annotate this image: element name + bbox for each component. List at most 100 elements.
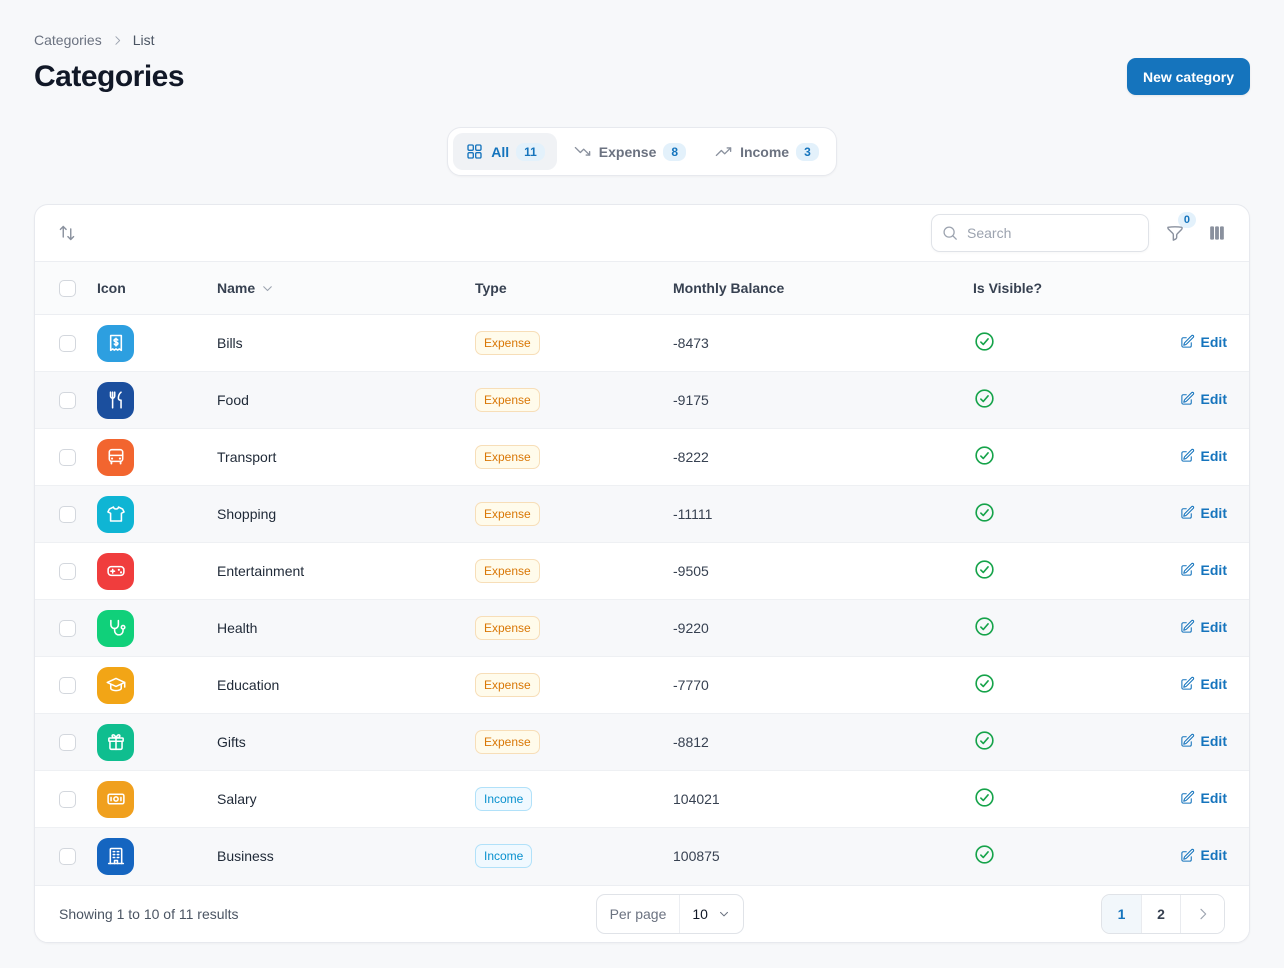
edit-label: Edit xyxy=(1200,732,1227,749)
breadcrumb-categories[interactable]: Categories xyxy=(34,32,102,48)
type-badge: Expense xyxy=(475,673,540,697)
table-row: Food Expense -9175 Edit xyxy=(35,371,1249,429)
tab-income[interactable]: Income 3 xyxy=(702,133,831,170)
table-row: Entertainment Expense -9505 Edit xyxy=(35,542,1249,600)
category-name: Entertainment xyxy=(217,563,305,579)
page-button-1[interactable]: 1 xyxy=(1102,894,1141,933)
tabs-wrap: All 11 Expense 8 Income 3 xyxy=(34,127,1250,176)
tab-expense[interactable]: Expense 8 xyxy=(561,133,698,170)
row-checkbox[interactable] xyxy=(59,848,76,866)
check-circle-icon xyxy=(973,729,996,752)
search-input[interactable] xyxy=(931,214,1149,252)
column-header-type: Type xyxy=(459,261,657,315)
table-header: Icon Name Type Monthly Balance Is Visibl… xyxy=(35,261,1249,315)
pencil-square-icon xyxy=(1180,790,1195,805)
arrows-up-down-icon xyxy=(57,223,77,243)
row-checkbox[interactable] xyxy=(59,676,76,694)
per-page-dropdown[interactable]: 10 xyxy=(679,894,743,933)
table-row: Transport Expense -8222 Edit xyxy=(35,428,1249,486)
edit-button[interactable]: Edit xyxy=(1180,847,1227,863)
edit-label: Edit xyxy=(1200,504,1227,521)
balance-value: 100875 xyxy=(673,848,720,865)
row-checkbox[interactable] xyxy=(59,505,76,523)
edit-button[interactable]: Edit xyxy=(1180,391,1227,407)
check-circle-icon xyxy=(973,672,996,695)
new-category-button[interactable]: New category xyxy=(1126,58,1250,95)
balance-value: -11111 xyxy=(673,506,713,522)
reorder-button[interactable] xyxy=(51,217,83,249)
row-checkbox[interactable] xyxy=(59,448,76,466)
trend-down-icon xyxy=(573,142,592,161)
edit-label: Edit xyxy=(1200,789,1227,806)
edit-label: Edit xyxy=(1200,333,1227,350)
category-name: Shopping xyxy=(217,506,277,522)
pencil-square-icon xyxy=(1180,733,1195,748)
row-checkbox[interactable] xyxy=(59,391,76,409)
edit-button[interactable]: Edit xyxy=(1180,505,1227,521)
edit-button[interactable]: Edit xyxy=(1180,562,1227,578)
check-circle-icon xyxy=(973,615,996,638)
check-circle-icon xyxy=(973,330,996,353)
balance-value: 104021 xyxy=(673,791,720,807)
check-circle-icon xyxy=(973,558,996,581)
row-checkbox[interactable] xyxy=(59,790,76,808)
edit-label: Edit xyxy=(1200,618,1227,635)
check-circle-icon xyxy=(973,786,996,809)
type-badge: Income xyxy=(475,844,533,869)
edit-button[interactable]: Edit xyxy=(1180,334,1227,350)
filter-button[interactable] xyxy=(1159,217,1191,249)
table-row: Bills Expense -8473 Edit xyxy=(35,314,1249,372)
tab-all[interactable]: All 11 xyxy=(453,133,557,170)
edit-label: Edit xyxy=(1200,447,1227,464)
category-name: Salary xyxy=(217,791,257,807)
edit-button[interactable]: Edit xyxy=(1180,790,1227,806)
column-header-icon: Icon xyxy=(81,261,201,315)
toolbar-right: 0 xyxy=(931,212,1233,252)
edit-button[interactable]: Edit xyxy=(1180,676,1227,692)
tshirt-icon xyxy=(97,495,134,533)
edit-label: Edit xyxy=(1200,675,1227,692)
tab-label: Expense xyxy=(598,143,657,160)
edit-button[interactable]: Edit xyxy=(1180,448,1227,464)
chevron-right-icon xyxy=(1195,906,1211,922)
balance-value: -8812 xyxy=(673,734,709,750)
category-name: Business xyxy=(217,848,274,865)
category-name: Health xyxy=(217,620,258,636)
row-checkbox[interactable] xyxy=(59,619,76,637)
row-checkbox[interactable] xyxy=(59,733,76,751)
type-badge: Income xyxy=(475,787,533,811)
pencil-square-icon xyxy=(1180,619,1195,634)
pencil-square-icon xyxy=(1180,448,1195,463)
table-footer: Showing 1 to 10 of 11 results Per page 1… xyxy=(35,884,1249,942)
table-panel: 0 Icon Name xyxy=(34,204,1250,943)
graduation-cap-icon xyxy=(97,666,134,704)
select-all-checkbox[interactable] xyxy=(59,279,76,297)
edit-button[interactable]: Edit xyxy=(1180,619,1227,635)
building-icon xyxy=(97,837,134,875)
categories-page: Categories List Categories New category … xyxy=(34,32,1250,943)
page-button-2[interactable]: 2 xyxy=(1141,894,1180,933)
table-row: Health Expense -9220 Edit xyxy=(35,599,1249,657)
layout-grid-icon xyxy=(465,142,484,161)
filter-count-badge: 0 xyxy=(1177,212,1196,229)
pencil-square-icon xyxy=(1180,562,1195,577)
breadcrumb: Categories List xyxy=(34,32,1250,48)
pencil-square-icon xyxy=(1180,676,1195,691)
row-checkbox[interactable] xyxy=(59,334,76,352)
balance-value: -7770 xyxy=(673,677,709,693)
type-badge: Expense xyxy=(475,502,540,526)
per-page-select[interactable]: Per page 10 xyxy=(595,893,744,934)
table-row: Salary Income 104021 Edit xyxy=(35,770,1249,828)
column-header-name[interactable]: Name xyxy=(201,261,459,315)
row-checkbox[interactable] xyxy=(59,562,76,580)
page-header: Categories New category xyxy=(34,58,1250,95)
tabs: All 11 Expense 8 Income 3 xyxy=(447,127,837,176)
check-circle-icon xyxy=(973,387,996,410)
category-name: Bills xyxy=(217,335,243,351)
pencil-square-icon xyxy=(1180,391,1195,406)
next-page-button[interactable] xyxy=(1180,894,1224,933)
edit-button[interactable]: Edit xyxy=(1180,733,1227,749)
toggle-columns-button[interactable] xyxy=(1201,217,1233,249)
page-title: Categories xyxy=(34,59,185,93)
